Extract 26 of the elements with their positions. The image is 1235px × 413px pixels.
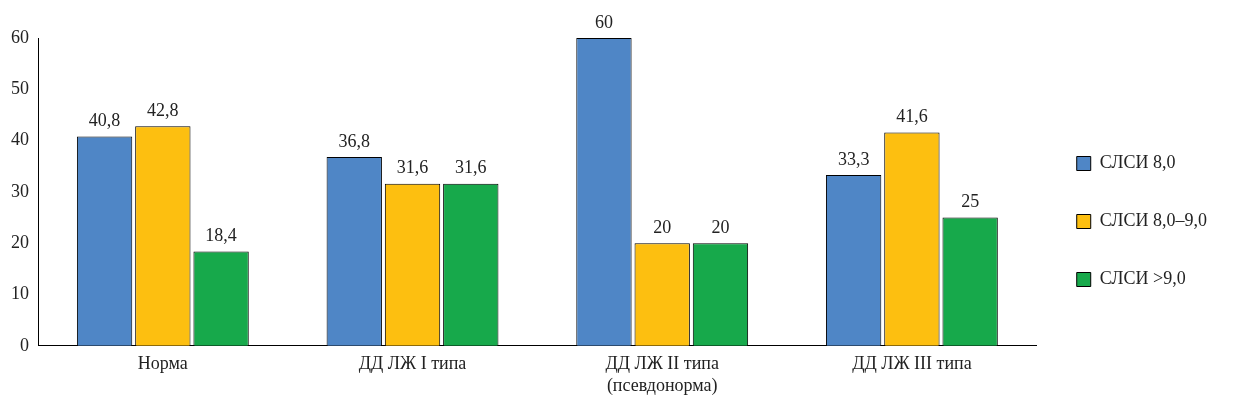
data-label: 20 xyxy=(653,216,672,237)
data-label: 42,8 xyxy=(147,99,179,120)
y-tick-label: 60 xyxy=(11,26,29,47)
x-tick-label: Норма xyxy=(137,353,188,374)
data-label: 31,6 xyxy=(455,157,487,178)
data-label: 31,6 xyxy=(396,157,429,178)
x-tick-label: ДД ЛЖ II типа (псевдонорма) xyxy=(605,353,719,396)
legend-label: СЛСИ >9,0 xyxy=(1099,268,1186,289)
data-label: 41,6 xyxy=(896,106,928,127)
x-tick-label: ДД ЛЖ III типа xyxy=(852,353,972,374)
data-label: 60 xyxy=(594,11,613,32)
y-tick-label: 10 xyxy=(11,283,29,304)
y-tick-label: 0 xyxy=(20,334,29,355)
data-label: 18,4 xyxy=(205,225,237,246)
y-tick-label: 30 xyxy=(11,180,29,201)
y-tick-label: 50 xyxy=(11,78,29,99)
data-label: 36,8 xyxy=(338,130,371,151)
data-label: 40,8 xyxy=(88,110,121,131)
data-label: 25 xyxy=(961,191,980,212)
y-tick-label: 40 xyxy=(11,129,29,150)
legend-label: СЛСИ 8,0 xyxy=(1099,152,1176,173)
legend-label: СЛСИ 8,0–9,0 xyxy=(1099,210,1208,231)
data-label: 20 xyxy=(711,216,730,237)
x-tick-label: ДД ЛЖ I типа xyxy=(358,353,467,374)
y-tick-label: 20 xyxy=(11,231,29,252)
data-label: 33,3 xyxy=(837,148,870,169)
